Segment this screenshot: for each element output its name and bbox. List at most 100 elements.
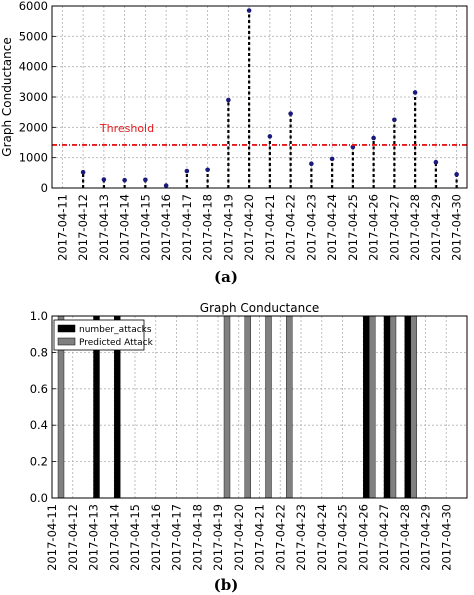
stem-marker	[371, 135, 376, 141]
stem-marker	[80, 169, 86, 175]
x-tick-label: 2017-04-23	[304, 194, 318, 261]
bar-predicted-attack	[265, 315, 272, 499]
x-tick-label: 2017-04-24	[325, 194, 339, 261]
chart-b-y-ticks: 0.0 0.2 0.4 0.6 0.8 1.0	[30, 309, 56, 505]
chart-a-grid	[52, 6, 467, 188]
y-tick-label: 0	[41, 181, 48, 195]
x-tick-label: 2017-04-12	[66, 504, 80, 571]
y-tick-label: 0.6	[30, 382, 48, 396]
stem-marker	[288, 111, 293, 116]
x-tick-label: 2017-04-11	[55, 194, 69, 261]
bar-predicted-attack	[369, 315, 376, 499]
bar-predicted-attack	[244, 315, 251, 499]
chart-b-title: Graph Conductance	[200, 301, 319, 315]
stem-marker	[433, 159, 439, 165]
x-tick-label: 2017-04-26	[367, 194, 381, 261]
x-tick-label: 2017-04-12	[76, 194, 90, 261]
y-tick-label: 1.0	[30, 309, 48, 323]
x-tick-label: 2017-04-21	[263, 194, 277, 261]
x-tick-label: 2017-04-18	[190, 504, 204, 571]
x-tick-label: 2017-04-11	[45, 504, 59, 571]
x-tick-label: 2017-04-18	[201, 194, 215, 261]
x-tick-label: 2017-04-30	[439, 504, 453, 571]
stem-marker	[350, 144, 356, 150]
chart-b-plot-frame	[51, 315, 468, 499]
chart-b-caption: (b)	[214, 576, 239, 594]
stem-marker	[412, 90, 418, 95]
stem-marker	[122, 177, 127, 183]
y-tick-label: 5000	[19, 29, 48, 43]
legend-swatch-predicted-attack	[57, 337, 76, 346]
chart-a-caption: (a)	[214, 268, 238, 286]
y-tick-label: 1000	[19, 151, 48, 165]
y-tick-label: 6000	[19, 0, 48, 13]
x-tick-label: 2017-04-16	[149, 504, 163, 571]
chart-b-legend: number_attacks Predicted Attack	[53, 319, 154, 351]
chart-a-y-ticks: 0 1000 2000 3000 4000 5000 6000	[19, 0, 56, 195]
bar-predicted-attack	[389, 315, 397, 499]
x-tick-label: 2017-04-21	[253, 504, 267, 571]
chart-b: Graph Conductance 0.0 0.2 0.4 0.6 0.8 1.0 201…	[30, 301, 468, 594]
x-tick-label: 2017-04-16	[159, 194, 173, 261]
x-tick-label: 2017-04-15	[138, 194, 152, 261]
stem-marker	[246, 8, 252, 13]
legend-label-number-attacks: number_attacks	[79, 325, 152, 335]
chart-a-y-axis-label: Graph Conductance	[0, 37, 14, 156]
x-tick-label: 2017-04-29	[429, 194, 443, 261]
y-tick-label: 0.0	[30, 491, 48, 505]
bar-number-attacks	[363, 315, 370, 499]
stem-marker	[205, 167, 210, 173]
bar-predicted-attack	[223, 315, 231, 499]
x-tick-label: 2017-04-22	[273, 504, 287, 571]
stem-marker	[392, 117, 397, 123]
x-tick-label: 2017-04-24	[315, 504, 329, 571]
threshold-label: Threshold	[99, 122, 154, 135]
x-tick-label: 2017-04-14	[107, 504, 121, 571]
x-tick-label: 2017-04-22	[284, 194, 298, 261]
x-tick-label: 2017-04-25	[346, 194, 360, 261]
x-tick-label: 2017-04-17	[170, 504, 184, 571]
x-tick-label: 2017-04-17	[180, 194, 194, 261]
chart-a-plot-frame	[51, 5, 468, 189]
bar-predicted-attack	[410, 315, 417, 499]
stem-marker	[101, 177, 107, 182]
x-tick-label: 2017-04-27	[387, 194, 401, 261]
legend-label-predicted-attack: Predicted Attack	[79, 338, 154, 348]
x-tick-label: 2017-04-26	[356, 504, 370, 571]
bar-number-attacks	[383, 315, 391, 499]
bar-predicted-attack	[286, 315, 293, 499]
stem-marker	[143, 177, 148, 183]
stem-marker	[309, 161, 314, 167]
legend-swatch-number-attacks	[57, 324, 76, 333]
y-tick-label: 2000	[19, 120, 48, 134]
chart-a-x-ticks: 2017-04-11 2017-04-12 2017-04-13 2017-04-14…	[55, 194, 463, 261]
x-tick-label: 2017-04-23	[294, 504, 308, 571]
x-tick-label: 2017-04-20	[232, 504, 246, 571]
chart-b-grid	[52, 316, 467, 498]
x-tick-label: 2017-04-13	[87, 504, 101, 571]
x-tick-label: 2017-04-13	[97, 194, 111, 261]
x-tick-label: 2017-04-28	[408, 194, 422, 261]
x-tick-label: 2017-04-19	[211, 504, 225, 571]
chart-b-x-ticks: 2017-04-11 2017-04-12 2017-04-13 2017-04-14…	[45, 504, 453, 571]
stem-marker	[163, 183, 169, 188]
y-tick-label: 0.4	[30, 418, 48, 432]
stem-marker	[267, 134, 273, 139]
stem-marker	[184, 168, 190, 174]
x-tick-label: 2017-04-14	[118, 194, 132, 261]
x-tick-label: 2017-04-30	[450, 194, 464, 261]
y-tick-label: 0.8	[30, 345, 48, 359]
y-tick-label: 3000	[19, 90, 48, 104]
stem-marker	[454, 172, 459, 177]
bar-number-attacks	[404, 315, 411, 499]
x-tick-label: 2017-04-27	[377, 504, 391, 571]
x-tick-label: 2017-04-25	[336, 504, 350, 571]
x-tick-label: 2017-04-15	[128, 504, 142, 571]
x-tick-label: 2017-04-28	[398, 504, 412, 571]
y-tick-label: 0.2	[30, 455, 48, 469]
x-tick-label: 2017-04-20	[242, 194, 256, 261]
stem-marker	[329, 156, 335, 162]
stem-marker	[226, 97, 231, 103]
